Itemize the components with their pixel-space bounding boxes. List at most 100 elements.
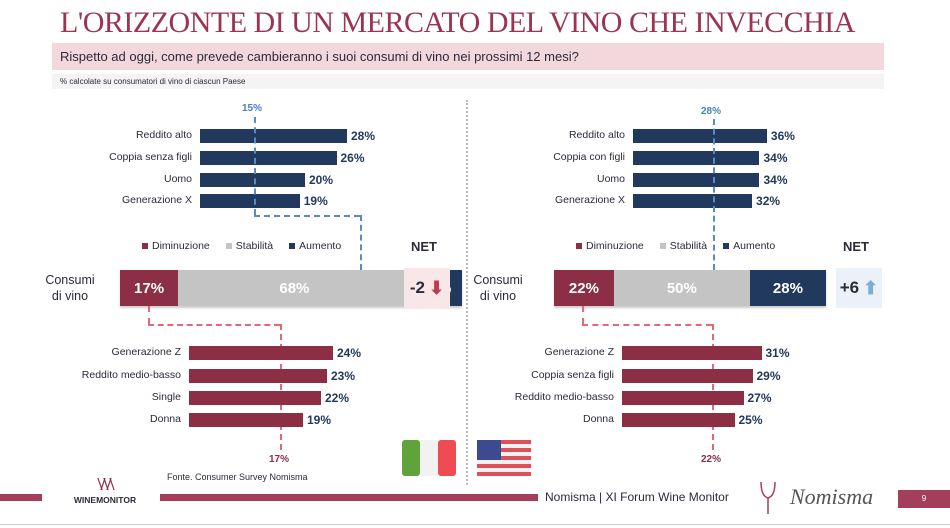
bar xyxy=(189,413,303,427)
legend: Diminuzione Stabilità Aumento xyxy=(576,240,775,252)
bar-label: Coppia con figli xyxy=(553,151,625,163)
bar-value: 28% xyxy=(351,129,376,143)
bar-value: 32% xyxy=(756,194,781,208)
bar-value: 31% xyxy=(765,346,790,360)
bar-label: Reddito medio-basso xyxy=(81,369,181,381)
bar-value: 24% xyxy=(337,346,362,360)
bar-label: Generazione Z xyxy=(111,346,181,358)
net-header: NET xyxy=(411,239,437,254)
question-banner: Rispetto ad oggi, come prevede cambieran… xyxy=(52,43,884,70)
segment-increase: 28% xyxy=(749,270,826,306)
bar xyxy=(200,173,305,187)
bar-label: Generazione X xyxy=(554,194,625,206)
bar-label: Uomo xyxy=(596,173,625,185)
bar xyxy=(200,151,337,165)
bar-label: Reddito alto xyxy=(135,129,192,141)
footer-bar-left xyxy=(0,494,42,501)
bar xyxy=(622,369,753,383)
page-number: 9 xyxy=(898,490,950,508)
legend-stable: Stabilità xyxy=(225,240,273,252)
bar xyxy=(200,194,300,208)
stacked-bar: 22% 50% 28% xyxy=(554,270,826,306)
footer-event: Nomisma | XI Forum Wine Monitor xyxy=(545,490,729,504)
connector-line xyxy=(713,119,715,270)
bar-label: Uomo xyxy=(163,173,192,185)
bar-label: Single xyxy=(151,391,181,403)
bar-value: 36% xyxy=(770,129,795,143)
connector-line xyxy=(582,324,712,326)
net-box: -2 ⬇ xyxy=(404,268,450,308)
bar xyxy=(622,391,744,405)
connector-line xyxy=(148,324,280,326)
bar-value: 26% xyxy=(340,151,365,165)
row-label: Consumi di vino xyxy=(473,273,523,303)
bar-label: Donna xyxy=(583,413,614,425)
top-segment-marker: 28% xyxy=(701,106,722,117)
bar-value: 20% xyxy=(309,173,334,187)
page-title: L'ORIZZONTE DI UN MERCATO DEL VINO CHE I… xyxy=(60,6,855,39)
connector-line xyxy=(148,306,150,324)
bottom-segment-marker: 22% xyxy=(701,454,722,465)
italy-flag-icon xyxy=(402,440,456,476)
connector-line xyxy=(254,117,256,215)
segment-decrease: 17% xyxy=(120,270,179,306)
bar-value: 29% xyxy=(756,369,781,383)
arrow-up-icon: ⬆ xyxy=(863,277,879,298)
note: % calcolate su consumatori di vino di ci… xyxy=(52,74,884,89)
bar-label: Generazione Z xyxy=(544,346,614,358)
bar xyxy=(189,346,333,360)
footer-bar-middle xyxy=(160,494,538,501)
legend-increase: Aumento xyxy=(289,240,341,252)
bar-label: Reddito medio-basso xyxy=(514,391,614,403)
bar xyxy=(633,129,767,143)
connector-line xyxy=(280,324,282,450)
connector-line xyxy=(254,215,360,217)
connector-line xyxy=(712,324,714,450)
row-label: Consumi di vino xyxy=(45,273,95,303)
arrow-down-icon: ⬇ xyxy=(429,277,445,298)
bar-label: Donna xyxy=(150,413,181,425)
connector-line xyxy=(582,306,584,324)
source-note: Fonte. Consumer Survey Nomisma xyxy=(167,472,308,482)
legend-decrease: Diminuzione xyxy=(142,240,210,252)
bar-value: 34% xyxy=(763,151,788,165)
bar xyxy=(633,194,753,208)
bar-value: 19% xyxy=(307,413,332,427)
bar xyxy=(200,129,347,143)
segment-decrease: 22% xyxy=(554,270,614,306)
segment-stable: 50% xyxy=(613,270,750,306)
segment-stable: 68% xyxy=(178,270,411,306)
bar-value: 22% xyxy=(325,391,350,405)
bar-label: Reddito alto xyxy=(568,129,625,141)
usa-flag-icon xyxy=(477,440,531,476)
net-box: +6 ⬆ xyxy=(836,268,882,308)
bar xyxy=(633,151,760,165)
top-segment-marker: 15% xyxy=(242,103,263,114)
bar xyxy=(622,346,762,360)
nomisma-logo: Nomisma xyxy=(790,484,874,509)
legend-increase: Aumento xyxy=(723,240,775,252)
wine-glass-icon xyxy=(760,481,776,514)
bar-value: 34% xyxy=(763,173,788,187)
bar-value: 19% xyxy=(303,194,328,208)
legend: Diminuzione Stabilità Aumento xyxy=(142,240,341,252)
bar-label: Coppia senza figli xyxy=(109,151,192,163)
bar-label: Generazione X xyxy=(121,194,192,206)
net-header: NET xyxy=(843,239,869,254)
connector-line xyxy=(360,215,362,270)
legend-decrease: Diminuzione xyxy=(576,240,644,252)
winemonitor-logo: \/\/\ WINEMONITOR xyxy=(73,474,137,505)
bottom-rule xyxy=(0,524,950,525)
bar-value: 23% xyxy=(331,369,356,383)
bar xyxy=(189,369,327,383)
bar xyxy=(189,391,321,405)
bottom-segment-marker: 17% xyxy=(269,454,290,465)
bar-value: 27% xyxy=(747,391,772,405)
bar xyxy=(622,413,735,427)
net-value: -2 xyxy=(409,278,426,297)
bar-label: Coppia senza figli xyxy=(531,369,614,381)
net-value: +6 xyxy=(839,278,860,297)
panel-divider xyxy=(466,100,468,485)
bar-value: 25% xyxy=(738,413,763,427)
